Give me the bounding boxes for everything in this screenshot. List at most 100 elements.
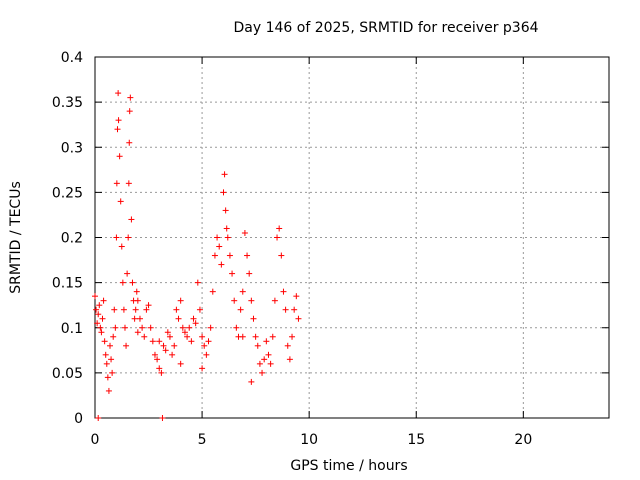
data-point	[199, 333, 206, 340]
data-point	[220, 189, 227, 196]
data-point	[116, 153, 123, 160]
data-point	[99, 315, 106, 322]
data-point	[192, 320, 199, 327]
data-point	[278, 252, 285, 259]
data-point	[295, 315, 302, 322]
data-point	[244, 252, 251, 259]
data-point	[93, 306, 100, 313]
data-point	[248, 297, 255, 304]
data-point	[154, 356, 161, 363]
data-point	[139, 324, 146, 331]
data-point	[259, 369, 266, 376]
data-point	[141, 333, 148, 340]
data-point	[164, 329, 171, 336]
data-point	[101, 338, 108, 345]
data-points	[92, 90, 302, 421]
data-point	[237, 306, 244, 313]
data-point	[224, 234, 231, 241]
y-tick-label: 0	[74, 411, 83, 427]
data-point	[105, 387, 112, 394]
data-point	[233, 324, 240, 331]
data-point	[151, 351, 158, 358]
data-point	[207, 324, 214, 331]
data-point	[171, 342, 178, 349]
data-point	[162, 347, 169, 354]
data-point	[269, 333, 276, 340]
data-point	[184, 333, 191, 340]
data-point	[147, 324, 154, 331]
data-point	[256, 360, 263, 367]
data-point	[246, 270, 253, 277]
x-tick-label: 0	[91, 432, 100, 448]
data-point	[265, 351, 272, 358]
data-point	[134, 329, 141, 336]
data-point	[103, 360, 110, 367]
data-point	[205, 338, 212, 345]
data-point	[160, 342, 167, 349]
data-point	[216, 243, 223, 250]
data-point	[188, 338, 195, 345]
data-point	[222, 207, 229, 214]
x-tick-label: 15	[407, 432, 425, 448]
y-tick-label: 0.05	[52, 366, 83, 382]
data-point	[114, 126, 121, 133]
data-point	[133, 288, 140, 295]
data-point	[119, 279, 126, 286]
x-tick-label: 5	[198, 432, 207, 448]
data-point	[186, 324, 193, 331]
data-point	[263, 338, 270, 345]
data-point	[209, 288, 216, 295]
data-point	[100, 297, 107, 304]
data-point	[125, 180, 132, 187]
data-point	[190, 315, 197, 322]
data-point	[239, 288, 246, 295]
data-point	[128, 216, 135, 223]
y-tick-label: 0.2	[61, 231, 83, 247]
data-point	[218, 261, 225, 268]
data-point	[149, 338, 156, 345]
data-point	[173, 306, 180, 313]
data-point	[109, 369, 116, 376]
data-point	[280, 288, 287, 295]
data-point	[177, 297, 184, 304]
data-point	[291, 306, 298, 313]
data-point	[131, 315, 138, 322]
data-point	[271, 297, 278, 304]
data-point	[113, 234, 120, 241]
data-point	[274, 234, 281, 241]
y-tick-label: 0.35	[52, 95, 83, 111]
data-point	[145, 302, 152, 309]
data-point	[211, 252, 218, 259]
data-point	[261, 356, 268, 363]
data-point	[203, 351, 210, 358]
data-point	[159, 415, 166, 421]
data-point	[284, 342, 291, 349]
data-point	[95, 311, 102, 318]
data-point	[248, 378, 255, 385]
data-point	[221, 171, 228, 178]
data-point	[108, 356, 115, 363]
data-point	[125, 234, 132, 241]
y-tick-label: 0.4	[61, 50, 83, 66]
data-point	[252, 333, 259, 340]
data-point	[126, 139, 133, 146]
data-point	[97, 324, 104, 331]
data-point	[110, 333, 117, 340]
x-axis-label: GPS time / hours	[290, 458, 407, 474]
data-point	[201, 342, 208, 349]
data-point	[267, 360, 274, 367]
data-point	[132, 306, 139, 313]
data-point	[118, 243, 125, 250]
data-point	[229, 270, 236, 277]
data-point	[156, 338, 163, 345]
data-point	[293, 293, 300, 300]
grid	[95, 57, 609, 418]
data-point	[96, 302, 103, 309]
data-point	[115, 117, 122, 124]
y-axis-label: SRMTID / TECUs	[8, 181, 24, 294]
data-point	[92, 293, 98, 300]
data-point	[104, 374, 111, 381]
data-point	[231, 297, 238, 304]
data-point	[126, 108, 133, 115]
